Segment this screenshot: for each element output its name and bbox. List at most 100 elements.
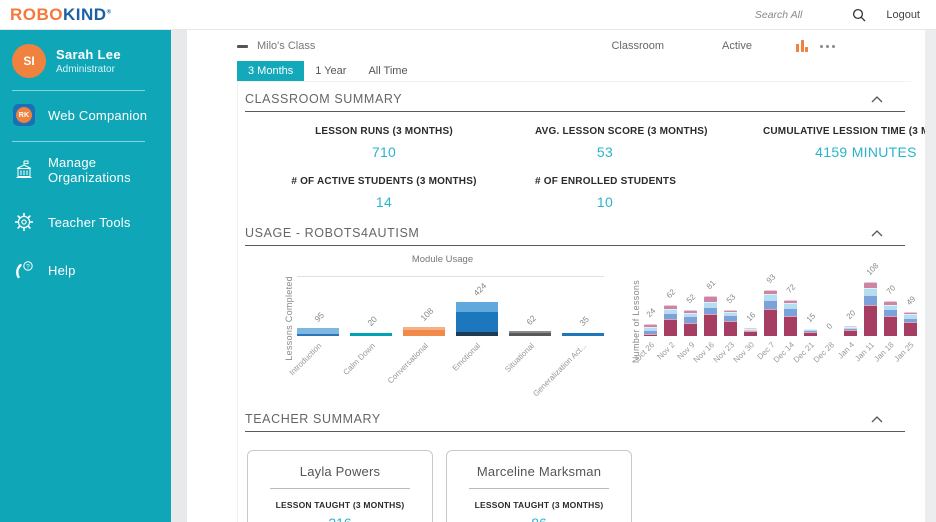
logo-kind: KIND	[63, 4, 107, 24]
bar-nov-23: 53 Nov 23	[711, 291, 738, 365]
bar-chart-icon[interactable]	[796, 40, 808, 52]
search-icon[interactable]	[852, 8, 866, 22]
y-axis-label: Lessons Completed	[284, 276, 294, 361]
collapse-chevron-icon[interactable]	[871, 415, 883, 423]
collapse-chevron-icon[interactable]	[871, 95, 883, 103]
bar-dec-7: 93 Dec 7	[755, 271, 778, 362]
sidebar-item-label: Manage Organizations	[48, 155, 131, 185]
bar-nov-2: 62 Nov 2	[655, 287, 678, 362]
metric-cumulative-time: CUMULATIVE LESSION TIME (3 MONTHS) 4159 …	[762, 126, 925, 160]
teacher-cards: Layla Powers LESSON TAUGHT (3 MONTHS) 21…	[247, 450, 911, 522]
bar-dec-14: 72 Dec 14	[771, 282, 798, 365]
teacher-name: Marceline Marksman	[476, 464, 602, 479]
content-card: CLASSROOM SUMMARY LESSON RUNS (3 MONTHS)…	[237, 81, 925, 522]
svg-text:?: ?	[26, 263, 30, 270]
section-title: CLASSROOM SUMMARY	[245, 92, 403, 106]
section-rule	[245, 245, 905, 246]
metric-avg-score: AVG. LESSON SCORE (3 MONTHS) 53	[535, 126, 708, 160]
module-usage-plot: 95 Introduction 20 Calm Down 108 Conversation…	[288, 276, 604, 398]
search-input[interactable]: Search All	[754, 8, 803, 21]
tab-all-time[interactable]: All Time	[368, 65, 408, 77]
sidebar-divider	[12, 90, 145, 91]
module-usage-chart: Module Usage Lessons Completed 95 Introdu…	[281, 254, 604, 412]
gear-icon	[12, 211, 36, 233]
lessons-taught-label: LESSON TAUGHT (3 MONTHS)	[474, 500, 604, 510]
usage-header: USAGE - ROBOTS4AUTISM	[245, 226, 911, 240]
chart-title: Module Usage	[411, 254, 474, 265]
active-filter[interactable]: Active	[722, 40, 752, 52]
sidebar-item-label: Teacher Tools	[48, 214, 131, 230]
rk-badge-icon: RK	[12, 104, 36, 126]
user-block: SI Sarah Lee Administrator	[0, 30, 171, 88]
teacher-card: Marceline Marksman LESSON TAUGHT (3 MONT…	[446, 450, 632, 522]
lessons-taught-label: LESSON TAUGHT (3 MONTHS)	[275, 500, 405, 510]
teacher-name: Layla Powers	[299, 464, 381, 479]
collapse-minus-icon[interactable]	[237, 44, 248, 48]
sidebar-item-label: Help	[48, 262, 76, 278]
bar-dec-28: 0 Dec 28	[811, 321, 837, 365]
layout-gap	[925, 30, 936, 522]
metric-lesson-runs: LESSON RUNS (3 MONTHS) 710	[315, 126, 453, 160]
classroom-metrics: LESSON RUNS (3 MONTHS) 710 AVG. LESSON S…	[269, 126, 925, 210]
weekly-lessons-plot: 24 Oct 26 62 Nov 2 52 Nov 9 81 Nov 16 53 Nov 23 16…	[633, 261, 918, 365]
teacher-summary-header: TEACHER SUMMARY	[245, 412, 911, 426]
tab-3-months[interactable]: 3 Months	[237, 61, 305, 81]
section-title: TEACHER SUMMARY	[245, 412, 381, 426]
sidebar-item-manage-organizations[interactable]: Manage Organizations	[0, 142, 171, 198]
class-toolbar: Milo's Class Classroom Active	[237, 40, 911, 52]
sidebar-item-teacher-tools[interactable]: Teacher Tools	[0, 198, 171, 246]
card-rule	[469, 488, 609, 489]
logout-button[interactable]: Logout	[886, 8, 920, 21]
sidebar-item-label: Web Companion	[48, 107, 148, 123]
metric-enrolled-students: # OF ENROLLED STUDENTS 10	[535, 176, 677, 210]
robokind-logo: ROBOKIND®	[10, 5, 111, 25]
sidebar: SI Sarah Lee Administrator RK Web Compan…	[0, 30, 171, 522]
sidebar-item-web-companion[interactable]: RK Web Companion	[0, 91, 171, 139]
more-options-icon[interactable]	[820, 44, 835, 48]
bar-generalization-act-: 35 Generalization Act...	[532, 277, 604, 398]
class-name: Milo's Class	[257, 40, 316, 52]
bar-jan-25: 49 Jan 25	[892, 293, 918, 364]
time-range-tabs: 3 Months 1 Year All Time	[237, 61, 911, 81]
bar-situational: 62 Situational	[503, 277, 551, 374]
lessons-taught-value: 216	[256, 515, 424, 522]
main-panel: Milo's Class Classroom Active 3 Months 1…	[187, 30, 925, 522]
bar-nov-30: 16 Nov 30	[731, 310, 758, 365]
bar-introduction: 95 Introduction	[288, 277, 339, 377]
tab-1-year[interactable]: 1 Year	[315, 65, 347, 77]
building-icon	[12, 159, 36, 181]
bar-jan-4: 20 Jan 4	[835, 308, 858, 361]
classroom-filter[interactable]: Classroom	[611, 40, 665, 52]
sidebar-item-help[interactable]: ? Help	[0, 246, 171, 294]
layout-gap	[171, 30, 187, 522]
user-name: Sarah Lee	[56, 47, 121, 62]
bar-calm-down: 20 Calm Down	[341, 277, 392, 377]
teacher-card: Layla Powers LESSON TAUGHT (3 MONTHS) 21…	[247, 450, 433, 522]
bar-nov-9: 52 Nov 9	[675, 292, 698, 362]
weekly-lessons-chart: Number of Lessons 24 Oct 26 62 Nov 2 52 Nov 9…	[628, 254, 917, 412]
avatar: SI	[12, 44, 46, 78]
bar-emotional: 424 Emotional	[451, 277, 498, 373]
top-header: ROBOKIND® Search All Logout	[0, 0, 936, 30]
bar-dec-21: 15 Dec 21	[791, 310, 818, 365]
registered-mark: ®	[106, 8, 112, 15]
lessons-taught-value: 86	[455, 515, 623, 522]
bar-jan-11: 108 Jan 11	[853, 261, 881, 364]
section-title: USAGE - ROBOTS4AUTISM	[245, 226, 420, 240]
logo-robo: ROBO	[10, 4, 63, 24]
bar-conversational: 108 Conversational	[386, 277, 445, 385]
sidebar-divider	[12, 141, 145, 142]
bar-jan-18: 70 Jan 18	[872, 283, 898, 364]
collapse-chevron-icon[interactable]	[871, 229, 883, 237]
help-phone-icon: ?	[12, 259, 36, 281]
user-role: Administrator	[56, 64, 115, 75]
section-rule	[245, 111, 905, 112]
classroom-summary-header: CLASSROOM SUMMARY	[245, 92, 911, 106]
card-rule	[270, 488, 410, 489]
usage-charts: Module Usage Lessons Completed 95 Introdu…	[245, 254, 917, 412]
section-rule	[245, 431, 905, 432]
bar-oct-26: 24 Oct 26	[633, 306, 658, 364]
bar-nov-16: 81 Nov 16	[691, 277, 718, 365]
metric-active-students: # OF ACTIVE STUDENTS (3 MONTHS) 14	[291, 176, 477, 210]
